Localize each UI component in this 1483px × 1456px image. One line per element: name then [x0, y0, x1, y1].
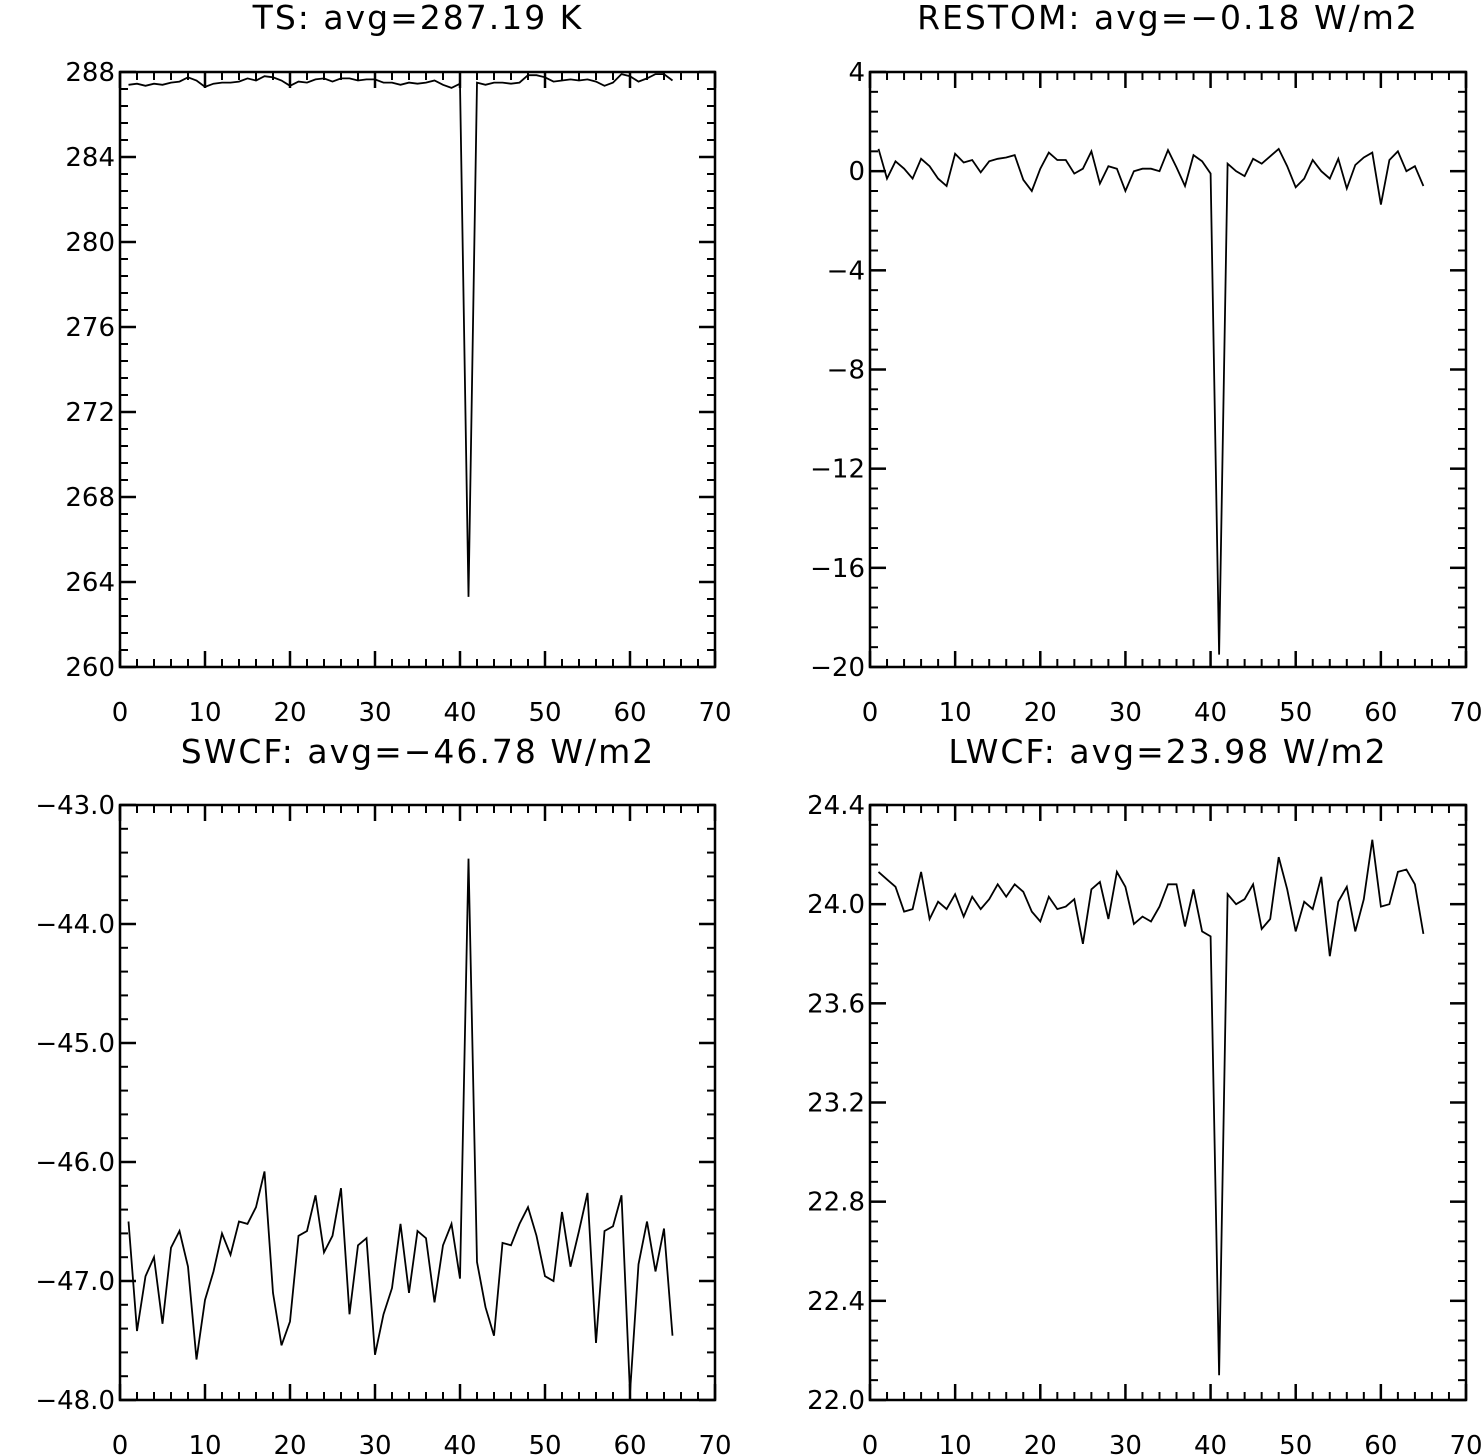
lwcf-y-tick-label: 23.2: [807, 1089, 865, 1119]
restom-x-tick-label: 0: [862, 698, 879, 728]
restom-x-tick-label: 40: [1194, 698, 1227, 728]
restom-plot-frame: [868, 70, 1468, 669]
restom-title: RESTOM: avg=−0.18 W/m2: [917, 0, 1419, 37]
ts-x-tick-label: 40: [443, 698, 476, 728]
ts-y-tick-label: 284: [65, 143, 115, 173]
restom-x-tick-label: 30: [1109, 698, 1142, 728]
restom-series-line: [877, 147, 1425, 655]
ts-plot-frame: [118, 70, 717, 669]
lwcf-x-tick-label: 20: [1024, 1431, 1057, 1456]
swcf-series-line: [127, 858, 674, 1393]
swcf-x-tick-label: 20: [273, 1431, 306, 1456]
restom-y-tick-label: −12: [810, 455, 865, 485]
lwcf-x-tick-label: 50: [1279, 1431, 1312, 1456]
restom-y-tick-label: −8: [827, 356, 865, 386]
restom-x-tick-label: 50: [1279, 698, 1312, 728]
lwcf-series-line: [877, 839, 1425, 1376]
lwcf-x-tick-label: 30: [1109, 1431, 1142, 1456]
ts-y-tick-label: 268: [65, 483, 115, 513]
restom-y-tick-label: −16: [810, 554, 865, 584]
swcf-y-tick-label: −48.0: [35, 1386, 115, 1416]
ts-y-tick-label: 288: [65, 58, 115, 88]
lwcf-x-tick-label: 70: [1449, 1431, 1482, 1456]
restom-panel: RESTOM: avg=−0.18 W/m2 0 10 20 30 40 50 60 70−2…: [810, 0, 1482, 728]
ts-panel: TS: avg=287.19 K 0 10 20 30 40 50 60 70 260 264 26…: [65, 0, 731, 728]
swcf-x-tick-label: 40: [443, 1431, 476, 1456]
swcf-plot-frame: [118, 803, 717, 1402]
ts-x-tick-label: 60: [613, 698, 646, 728]
ts-x-tick-label: 0: [112, 698, 129, 728]
lwcf-x-tick-label: 0: [862, 1431, 879, 1456]
ts-x-tick-label: 10: [188, 698, 221, 728]
restom-y-tick-label: 0: [848, 157, 865, 187]
swcf-panel: SWCF: avg=−46.78 W/m2 0 10 20 30 40 50 60 70 −48…: [35, 732, 731, 1456]
swcf-x-tick-label: 30: [358, 1431, 391, 1456]
swcf-y-tick-label: −43.0: [35, 791, 115, 821]
ts-x-tick-label: 30: [358, 698, 391, 728]
restom-x-tick-label: 20: [1024, 698, 1057, 728]
ts-series-line: [128, 73, 674, 597]
restom-y-tick-label: −20: [810, 653, 865, 683]
swcf-title: SWCF: avg=−46.78 W/m2: [181, 732, 656, 771]
ts-x-tick-label: 20: [273, 698, 306, 728]
restom-x-tick-label: 70: [1449, 698, 1482, 728]
ts-y-tick-label: 272: [65, 398, 115, 428]
swcf-x-tick-label: 10: [188, 1431, 221, 1456]
restom-y-tick-label: 4: [848, 58, 865, 88]
ts-title: TS: avg=287.19 K: [252, 0, 584, 37]
restom-x-tick-label: 60: [1364, 698, 1397, 728]
lwcf-x-tick-label: 10: [939, 1431, 972, 1456]
ts-y-tick-label: 260: [65, 653, 115, 683]
swcf-y-tick-label: −46.0: [35, 1148, 115, 1178]
swcf-y-tick-label: −45.0: [35, 1029, 115, 1059]
ts-y-tick-label: 264: [65, 568, 115, 598]
swcf-x-tick-label: 0: [112, 1431, 129, 1456]
lwcf-x-tick-label: 60: [1364, 1431, 1397, 1456]
restom-y-tick-label: −4: [827, 256, 865, 286]
swcf-y-tick-label: −44.0: [35, 910, 115, 940]
swcf-x-tick-label: 70: [698, 1431, 731, 1456]
lwcf-y-tick-label: 24.4: [807, 791, 865, 821]
lwcf-y-tick-label: 22.8: [807, 1188, 865, 1218]
ts-x-tick-label: 70: [698, 698, 731, 728]
swcf-x-tick-label: 60: [613, 1431, 646, 1456]
lwcf-y-tick-label: 23.6: [807, 989, 865, 1019]
lwcf-x-tick-label: 40: [1194, 1431, 1227, 1456]
swcf-y-tick-label: −47.0: [35, 1267, 115, 1297]
ts-y-tick-label: 280: [65, 228, 115, 258]
lwcf-plot-frame: [868, 803, 1468, 1402]
swcf-x-tick-label: 50: [528, 1431, 561, 1456]
lwcf-y-tick-label: 24.0: [807, 890, 865, 920]
restom-x-tick-label: 10: [939, 698, 972, 728]
lwcf-title: LWCF: avg=23.98 W/m2: [948, 732, 1387, 771]
lwcf-y-tick-label: 22.4: [807, 1287, 865, 1317]
lwcf-y-tick-label: 22.0: [807, 1386, 865, 1416]
lwcf-panel: LWCF: avg=23.98 W/m2 0 10 20 30 40 50 60 70 22.0…: [807, 732, 1482, 1456]
ts-y-tick-label: 276: [65, 313, 115, 343]
ts-x-tick-label: 50: [528, 698, 561, 728]
